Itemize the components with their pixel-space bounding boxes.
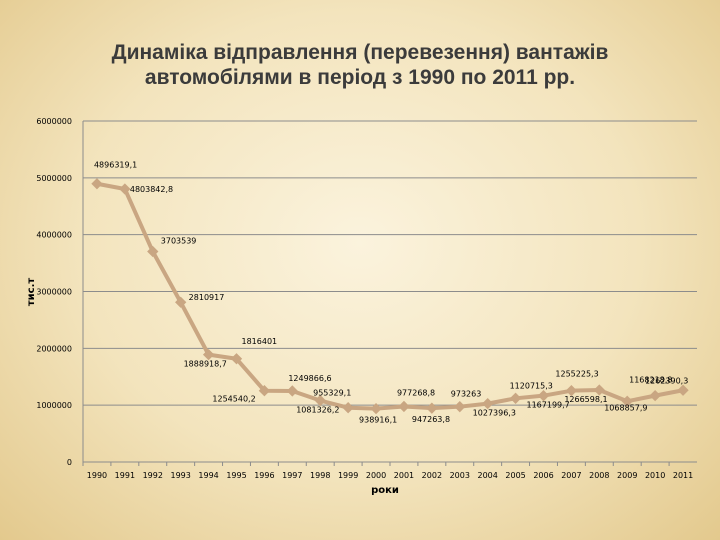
data-point-marker [426,402,438,414]
data-point-marker [677,384,689,396]
x-tick-label: 2002 [422,471,442,480]
data-point-marker [342,402,354,414]
x-axis-title: роки [371,485,399,496]
x-tick-label: 1994 [198,471,218,480]
data-labels: 4896319,1 4803842,8 3703539 2810917 1888918,… [94,161,688,425]
x-tick-label: 2007 [561,471,581,480]
data-label: 1027396,3 [473,409,516,418]
y-tick-label: 2000000 [36,344,72,353]
data-label: 947263,8 [412,415,450,424]
x-tick-label: 1996 [254,471,274,480]
x-tick-label: 2009 [617,471,637,480]
data-point-marker [649,389,661,402]
data-label: 1266598,1 [564,395,607,404]
x-tick-label: 2001 [394,471,414,480]
data-point-marker [454,401,466,413]
data-label: 1068857,9 [604,403,647,412]
data-label: 1081326,2 [296,406,339,415]
x-tick-label: 1993 [171,471,191,480]
x-tick-label: 2003 [450,471,470,480]
x-tick-label: 1991 [115,471,135,480]
y-tick-label: 5000000 [36,174,72,183]
x-tick-label: 2004 [478,471,498,480]
data-point-marker [370,402,382,415]
data-label: 4803842,8 [130,185,173,194]
data-label: 1249866,6 [288,374,331,383]
x-tick-label: 1995 [226,471,246,480]
y-tick-label: 6000000 [36,117,72,126]
data-point-marker [509,392,522,404]
y-axis: 0 1000000 2000000 3000000 4000000 5000000 6000… [36,117,84,467]
x-tick-label: 2010 [645,471,665,480]
data-point-marker [202,348,215,361]
data-point-marker [286,385,298,397]
data-label: 938916,1 [359,416,397,425]
chart-title: Динаміка відправлення (перевезення) вант… [0,40,720,90]
y-tick-label: 0 [67,458,72,467]
data-label: 2810917 [189,293,225,302]
data-point-marker [565,385,578,397]
data-point-marker [258,385,271,397]
gridlines [83,120,697,406]
data-point-marker [147,245,159,258]
y-axis-title: тис.т [26,278,37,307]
data-label: 973263 [451,390,482,399]
data-point-marker [230,353,243,365]
data-label: 1168218,8 [629,376,672,385]
x-tick-label: 2000 [366,471,386,480]
x-tick-label: 1990 [87,471,107,480]
chart-title-line-2: автомобілями в період з 1990 по 2011 рр. [144,66,576,89]
data-label: 1254540,2 [212,395,255,404]
data-label: 1262390,3 [645,376,688,385]
data-point-marker [175,296,187,308]
data-label: 1167199,7 [527,401,570,410]
x-tick-label: 2008 [589,471,609,480]
chart-title-line-1: Динаміка відправлення (перевезення) вант… [111,41,609,64]
data-point-marker [482,397,494,410]
x-tick-label: 1998 [310,471,330,480]
data-point-marker [314,394,326,407]
data-label: 1888918,7 [184,360,227,369]
series-line-path [96,181,684,411]
data-point-marker [621,395,633,407]
data-label: 977268,8 [397,388,435,397]
x-tick-label: 2011 [673,471,693,480]
data-point-marker [398,400,410,413]
x-tick-label: 1992 [143,471,163,480]
x-tick-label: 2005 [505,471,525,480]
data-point-marker [91,178,103,190]
data-label: 955329,1 [313,389,351,398]
x-tick-label: 2006 [533,471,553,480]
data-point-marker [593,384,605,396]
x-axis: 1990 1991 1992 1993 1994 1995 1996 1997 1998 1999… [82,461,697,480]
data-label: 4896319,1 [94,161,137,170]
y-tick-label: 1000000 [36,401,72,410]
data-label: 1255225,3 [555,370,598,379]
y-tick-label: 4000000 [36,231,72,240]
series-line [91,178,689,415]
x-tick-label: 1999 [338,471,358,480]
data-label: 3703539 [161,237,197,246]
data-point-marker [119,183,131,195]
x-tick-label: 1997 [282,471,302,480]
data-point-marker [537,390,550,402]
data-label: 1816401 [242,337,278,346]
y-tick-label: 3000000 [36,288,72,297]
data-label: 1120715,3 [510,381,553,390]
